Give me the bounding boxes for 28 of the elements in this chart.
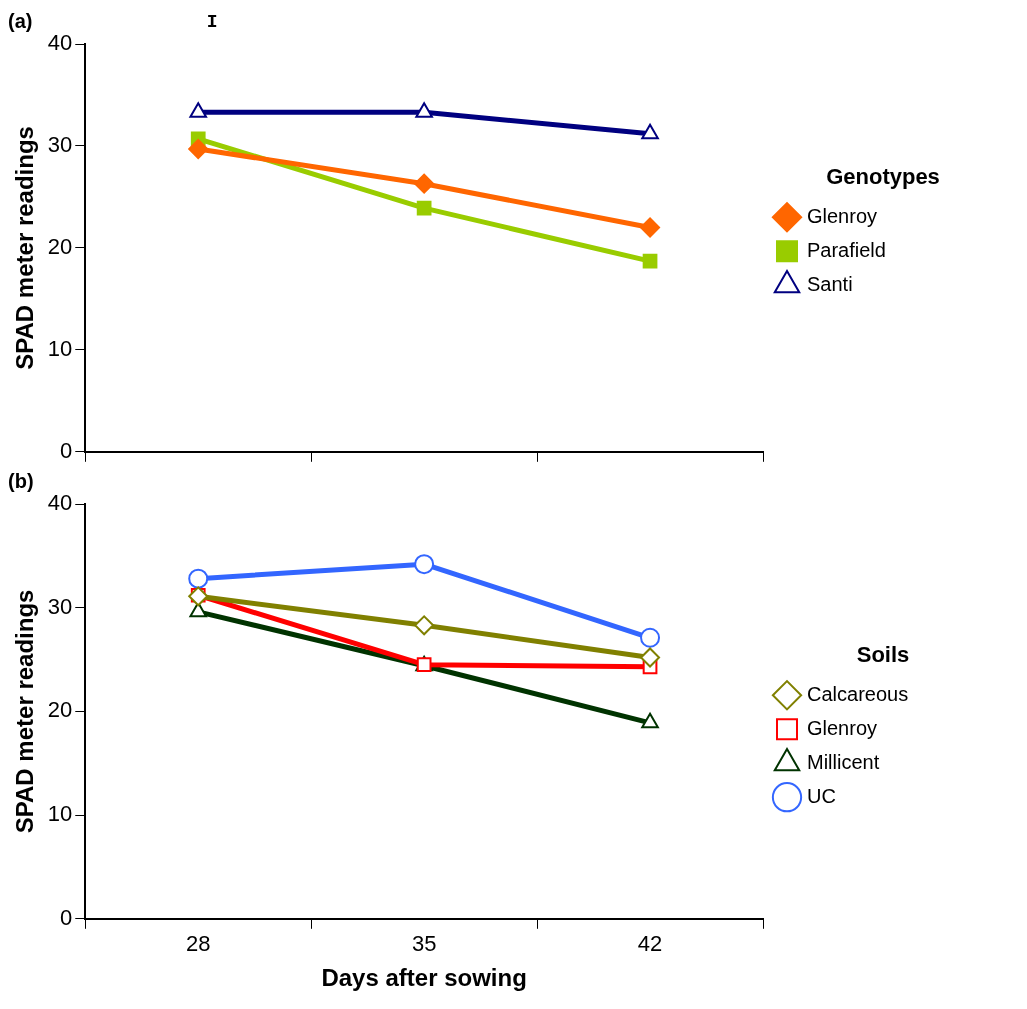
legend-label: Calcareous	[807, 682, 909, 705]
legend-label: Glenroy	[807, 716, 878, 739]
legend-title: Genotypes	[826, 163, 940, 189]
y-tick-label: 20	[47, 697, 73, 723]
y-tick-label: 10	[47, 801, 73, 827]
legend-label: Millicent	[807, 750, 880, 773]
y-tick-label: 40	[47, 490, 73, 516]
y-tick-label: 10	[47, 335, 73, 361]
y-axis-title: SPAD meter readings	[11, 589, 39, 834]
x-tick-label: 42	[637, 931, 663, 957]
y-tick-label: 0	[60, 437, 73, 463]
legend-title: Soils	[856, 641, 910, 667]
x-axis-title: Days after sowing	[321, 964, 527, 992]
legend-label: UC	[807, 784, 836, 807]
chart-title: (a)	[8, 9, 33, 32]
y-tick-label: 30	[47, 132, 73, 158]
legend-label: Santi	[807, 272, 853, 295]
y-tick-label: 40	[47, 30, 73, 56]
chart-title: (b)	[8, 469, 34, 492]
y-tick-label: 0	[60, 904, 73, 930]
x-tick-label: 35	[411, 931, 437, 957]
y-tick-label: 20	[47, 233, 73, 259]
text: I	[206, 11, 218, 32]
y-axis-title: SPAD meter readings	[11, 126, 39, 370]
legend-label: Glenroy	[807, 204, 878, 227]
x-tick-label: 28	[185, 931, 211, 957]
y-tick-label: 30	[47, 593, 73, 619]
legend-label: Parafield	[807, 238, 886, 261]
